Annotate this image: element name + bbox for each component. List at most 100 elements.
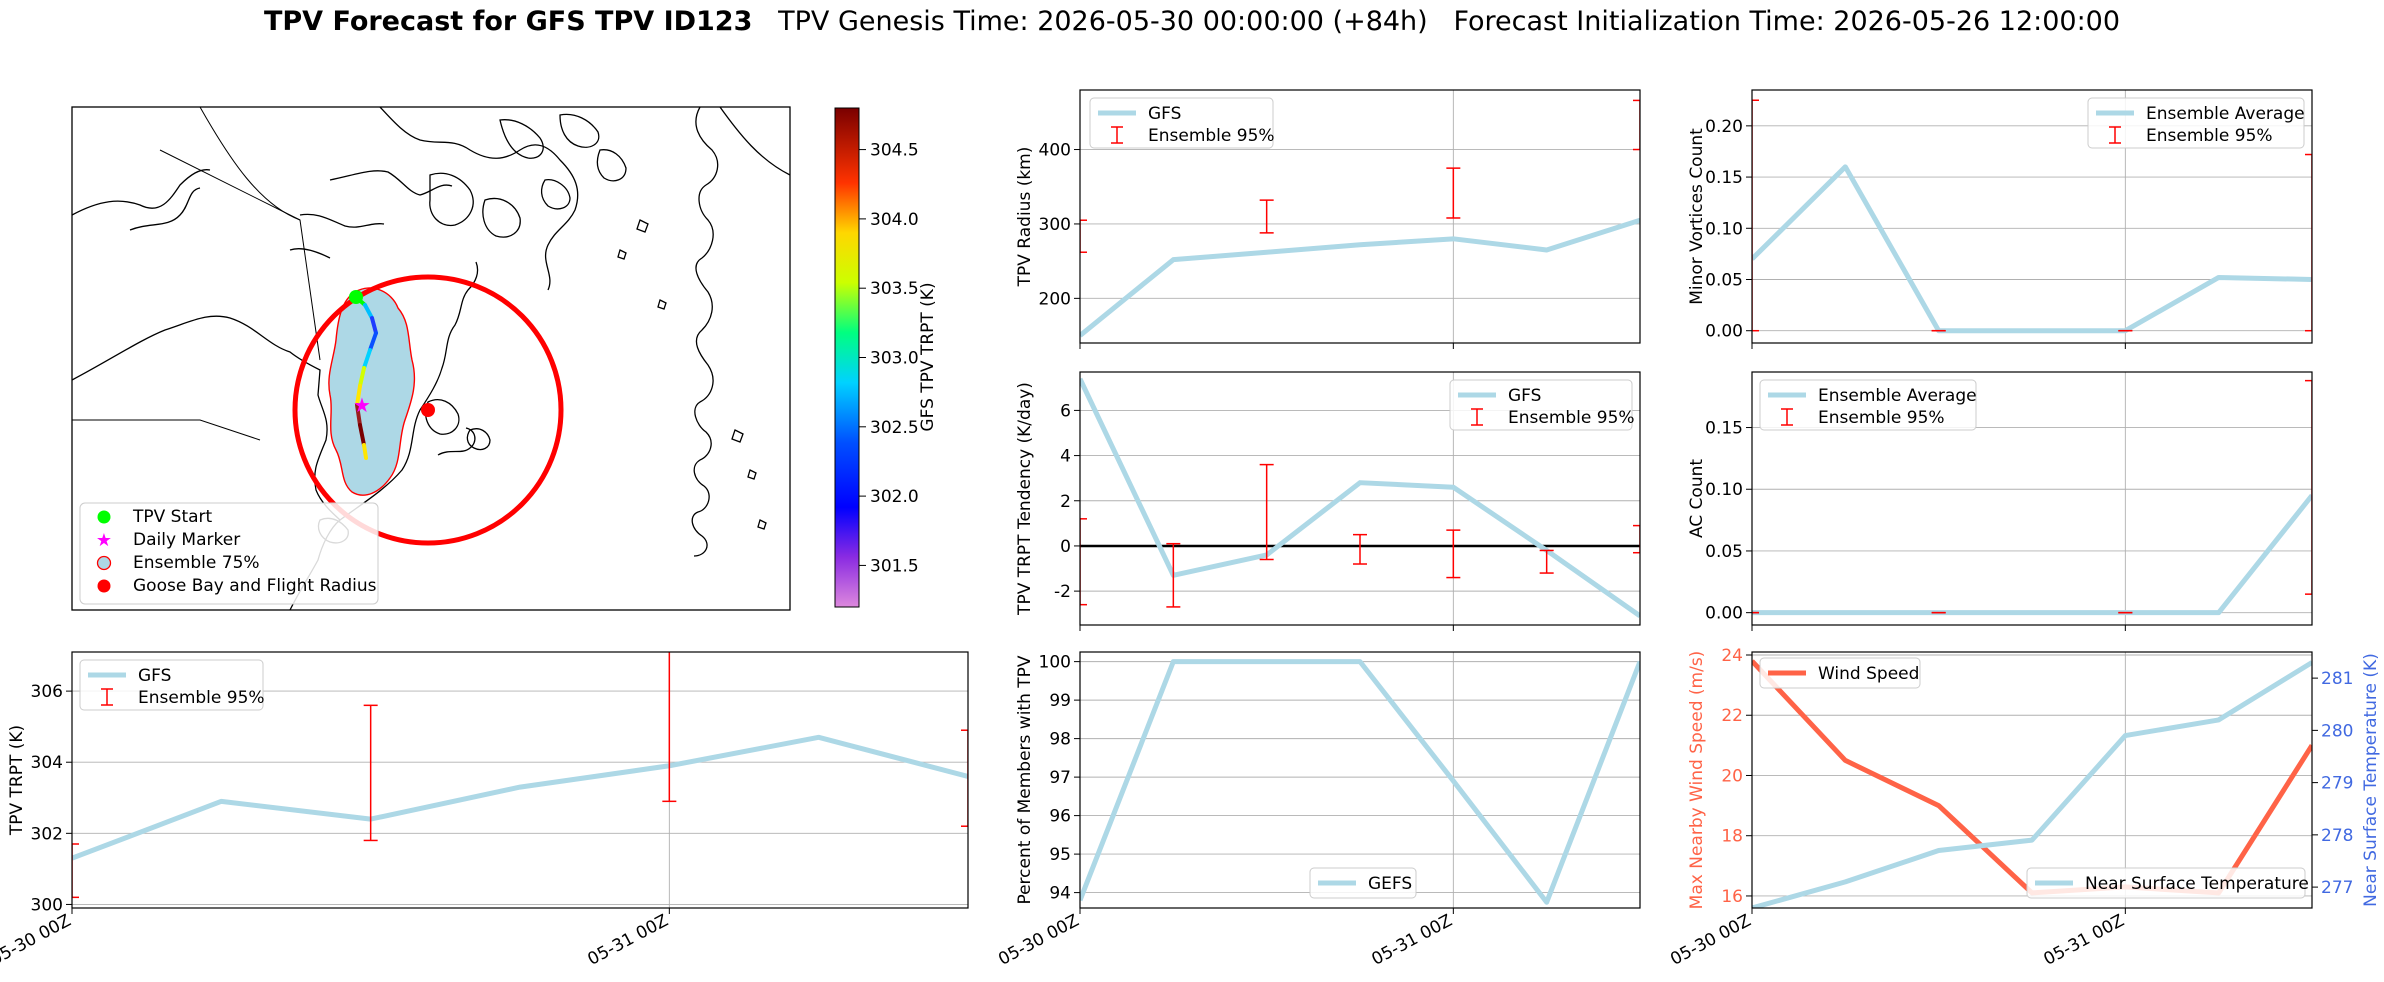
map-panel: ★ TPV Start ★ Daily Marker Ensemble 75% …	[71, 106, 938, 611]
chart-members: 94 95 96 97 98 99 100 05-30 00Z 05-31 00Z Percent…	[995, 651, 1641, 970]
map-legend: TPV Start ★ Daily Marker Ensemble 75% Go…	[79, 502, 379, 605]
plot-area	[1080, 377, 1640, 619]
y-axis-label: TPV TRPT (K)	[7, 725, 27, 836]
y-axis-label: Max Nearby Wind Speed (m/s)	[1687, 651, 1707, 910]
y-axis-label: Percent of Members with TPV	[1015, 655, 1035, 904]
colorbar-tick-label: 303.0	[870, 349, 919, 369]
chart-ac: 0.00 0.05 0.10 0.15 AC Count Ensemble Average…	[1687, 371, 2313, 631]
ytick-label: 24	[1721, 646, 1743, 666]
axes-frame	[1079, 371, 1641, 626]
legend-goose-icon	[97, 579, 111, 593]
ytick-label: 0.10	[1705, 480, 1743, 500]
legend-text: Ensemble Average	[2146, 104, 2305, 124]
legend-text: GEFS	[1368, 874, 1412, 894]
legend-temp: Near Surface Temperature	[2026, 867, 2309, 899]
ytick-label: 0.10	[1705, 219, 1743, 239]
ytick-label: 20	[1721, 766, 1743, 786]
legend-text: Ensemble 95%	[2146, 126, 2273, 146]
xtick-label: 05-31 00Z	[2041, 911, 2128, 970]
colorbar-ticks: 304.5 304.0 303.5 303.0 302.5 302.0 301.5	[859, 141, 919, 576]
ytick-label: 95	[1049, 845, 1071, 865]
ytick-label: 98	[1049, 730, 1071, 750]
ytick-label: 0.00	[1705, 322, 1743, 342]
ytick-label: 97	[1049, 768, 1071, 788]
legend-ensemble-icon	[96, 555, 112, 571]
ytick-label: 94	[1049, 884, 1071, 904]
axes-frame	[1079, 89, 1641, 344]
colorbar	[834, 107, 860, 608]
legend: GEFS	[1309, 867, 1417, 899]
map-legend-start: TPV Start	[132, 507, 213, 527]
ytick-label: 0.15	[1705, 168, 1743, 188]
xtick-label: 05-30 00Z	[1667, 911, 1754, 970]
xtick-label: 05-31 00Z	[585, 911, 672, 970]
legend-box	[1759, 657, 1921, 689]
ytick-label: 200	[1039, 289, 1071, 309]
ytick-label: 100	[1039, 653, 1071, 673]
y2tick-label: 277	[2321, 878, 2353, 898]
colorbar-tick-label: 304.0	[870, 210, 919, 230]
colorbar-tick-label: 302.5	[870, 418, 919, 438]
tpv-start-marker	[349, 290, 363, 304]
ytick-label: 300	[31, 895, 63, 915]
ytick-label: 0	[1060, 537, 1071, 557]
figure-title-bold: TPV Forecast for GFS TPV ID123	[263, 6, 753, 37]
goose-bay-marker	[421, 403, 435, 417]
ytick-label: 4	[1060, 447, 1071, 467]
plot-area	[72, 652, 968, 899]
ytick-label: 2	[1060, 492, 1071, 512]
legend-start-icon	[97, 510, 111, 524]
ytick-label: 18	[1721, 827, 1743, 847]
flight-radius-circle	[292, 274, 564, 546]
plot-area	[1080, 659, 1640, 905]
figure-title-genesis: TPV Genesis Time: 2026-05-30 00:00:00 (+…	[778, 6, 1428, 37]
legend-text: GFS	[138, 666, 171, 686]
ytick-label: 300	[1039, 215, 1071, 235]
legend-box	[2087, 97, 2305, 149]
y2tick-label: 278	[2321, 826, 2353, 846]
series-line-0	[1080, 217, 1640, 338]
ytick-label: 16	[1721, 887, 1743, 907]
y2tick-label: 281	[2321, 669, 2353, 689]
colorbar-label: GFS TPV TRPT (K)	[918, 282, 938, 431]
ytick-label: 6	[1060, 401, 1071, 421]
figure-title-init: Forecast Initialization Time: 2026-05-26…	[1453, 6, 2121, 37]
ytick-label: 96	[1049, 807, 1071, 827]
xtick-label: 05-31 00Z	[1369, 911, 1456, 970]
colorbar-tick-label: 302.0	[870, 487, 919, 507]
y-axis-label: AC Count	[1687, 459, 1707, 538]
axes-frame	[1751, 651, 2313, 909]
series-line-0	[1752, 164, 2312, 334]
ytick-label: 0.00	[1705, 604, 1743, 624]
map-legend-daily: Daily Marker	[133, 530, 240, 550]
series-line-0	[1752, 493, 2312, 616]
y2tick-label: 280	[2321, 721, 2353, 741]
xtick-label: 05-30 00Z	[0, 911, 74, 970]
axes-frame	[1751, 89, 2313, 344]
ensemble-75-region	[328, 287, 416, 496]
legend-text: Ensemble 95%	[1508, 408, 1635, 428]
axes-frame	[71, 651, 969, 909]
legend-text: Ensemble 95%	[138, 688, 265, 708]
plot-area	[1752, 99, 2312, 334]
ytick-label: 400	[1039, 141, 1071, 161]
legend-box	[2026, 867, 2306, 899]
plot-area	[1752, 379, 2312, 616]
legend-text: Ensemble 95%	[1818, 408, 1945, 428]
legend-text: Wind Speed	[1818, 664, 1919, 684]
ytick-label: 306	[31, 682, 63, 702]
ytick-label: 304	[31, 753, 63, 773]
legend-text: Near Surface Temperature	[2085, 874, 2309, 894]
ytick-label: 0.05	[1705, 270, 1743, 290]
map-legend-ensemble: Ensemble 75%	[133, 553, 260, 573]
y2-axis-label: Near Surface Temperature (K)	[2361, 653, 2381, 907]
colorbar-tick-label: 301.5	[870, 556, 919, 576]
ytick-label: 22	[1721, 706, 1743, 726]
legend-text: GFS	[1148, 104, 1181, 124]
